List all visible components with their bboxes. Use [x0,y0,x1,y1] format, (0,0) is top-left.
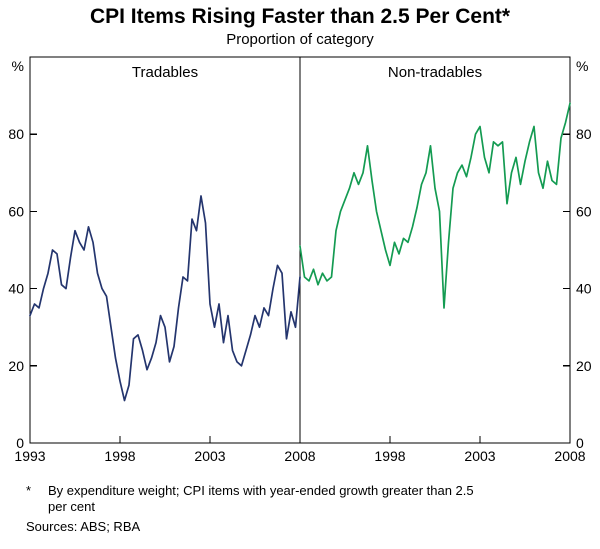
y-tick-label-left: 0 [16,435,24,451]
y-tick-label-right: 0 [576,435,584,451]
x-tick-label-tradables: 2008 [284,448,315,464]
sources-line: Sources: ABS; RBA [26,518,141,534]
unit-label-right: % [576,58,588,74]
y-tick-label-right: 80 [576,126,592,142]
footnote: * By expenditure weight; CPI items with … [26,483,600,516]
panel-label-non-tradables: Non-tradables [388,64,482,81]
chart-area: 0 0 20 20 40 40 60 60 80 80%% Tradables 1993 1998 200… [0,49,600,479]
chart-canvas: 0 0 20 20 40 40 60 60 80 80% % Tradables 1993 1998 200… [8,56,592,464]
tradables-line [29,195,301,402]
unit-label-left: % [12,58,24,74]
chart-title: CPI Items Rising Faster than 2.5 Per Cen… [89,5,511,28]
panel-label-tradables: Tradables [132,64,198,81]
footnote-text: By expenditure weight; CPI items with ye… [48,483,474,515]
non-tradables-line [299,102,571,309]
y-tick-label-left: 20 [8,358,24,374]
x-tick-label-tradables: 1998 [104,448,135,464]
x-tick-label-non-tradables: 2003 [464,448,495,464]
chart-subtitle: Proportion of category [226,31,374,48]
y-tick-label-right: 40 [576,281,592,297]
x-tick-label-tradables: 1993 [14,448,45,464]
x-tick-label-non-tradables: 2008 [554,448,585,464]
y-tick-label-left: 80 [8,126,24,142]
x-tick-label-non-tradables: 1998 [374,448,405,464]
y-tick-label-left: 60 [8,203,24,219]
x-tick-label-tradables: 2003 [194,448,225,464]
y-tick-label-left: 40 [8,281,24,297]
y-tick-label-right: 20 [576,358,592,374]
y-tick-label-right: 60 [576,203,592,219]
footnote-marker: * [26,483,32,498]
